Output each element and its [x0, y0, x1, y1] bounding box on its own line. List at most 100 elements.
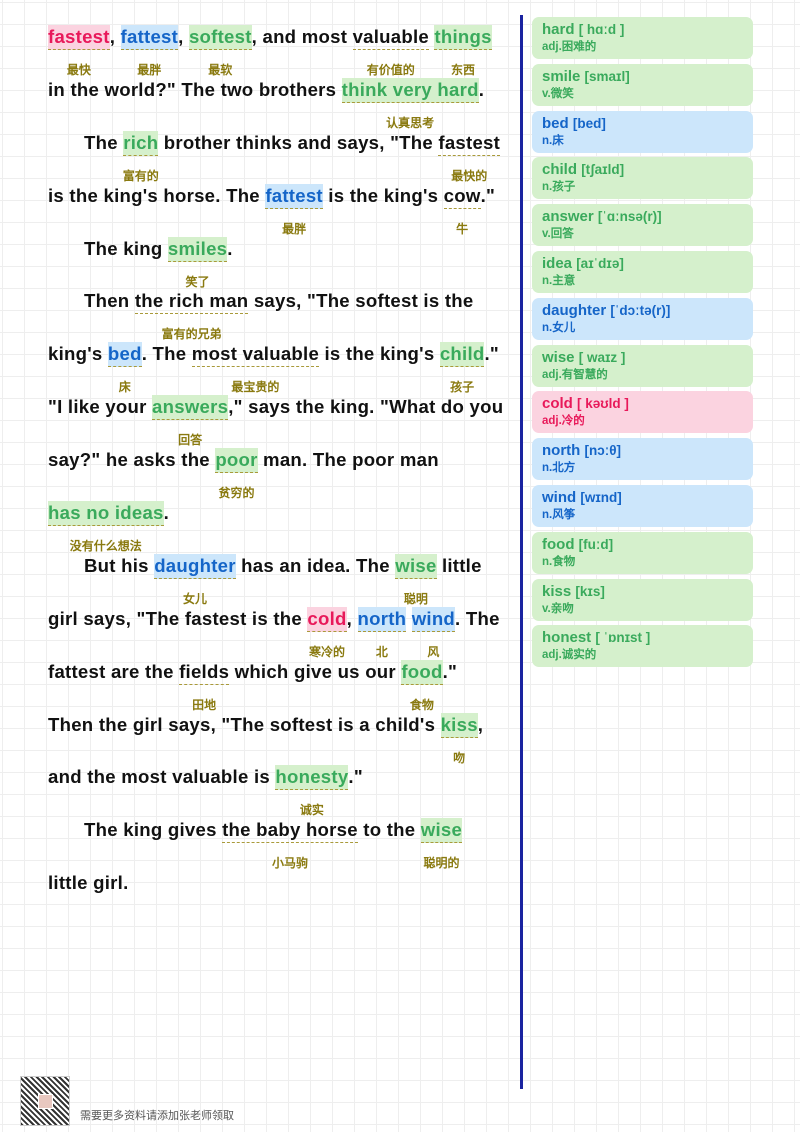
- vocab-highlight: honesty 诚实: [275, 765, 349, 817]
- story-line: "I like your answers 回答 ," says the king. …: [48, 392, 513, 447]
- segment-text: child: [439, 343, 485, 365]
- segment-text: little girl.: [48, 872, 129, 894]
- text-segment: "I like your: [48, 392, 152, 422]
- segment-text: ,: [178, 26, 189, 47]
- vocab-word: smile: [542, 67, 581, 85]
- text-segment: is the king's: [323, 181, 444, 211]
- chinese-gloss: 牛: [456, 221, 469, 236]
- chinese-gloss: 女儿: [182, 591, 207, 606]
- segment-text: The king: [84, 237, 168, 259]
- segment-text: kiss: [440, 713, 478, 735]
- vocab-meaning: adj.冷的: [542, 415, 585, 428]
- vocab-meaning: v.回答: [542, 228, 574, 241]
- vocab-highlight: daughter 女儿: [154, 553, 236, 606]
- text-segment: Then the girl says, "The softest is a ch…: [48, 710, 441, 740]
- chinese-gloss: 床: [118, 380, 131, 395]
- segment-text: and the most valuable is: [48, 766, 276, 788]
- text-segment: ," says the king. "What do you: [228, 392, 503, 422]
- segment-text: bed: [107, 343, 142, 365]
- text-segment: Then: [84, 286, 135, 316]
- chinese-gloss: 笑了: [185, 274, 210, 289]
- vocab-meaning: adj.有智慧的: [542, 368, 608, 381]
- vocab-phonetic: [nɔːθ]: [584, 443, 622, 459]
- text-segment: .: [227, 234, 232, 264]
- vocab-card-wind: wind [wɪnd] n.风筝: [532, 484, 753, 527]
- vocab-phonetic: [wɪnd]: [580, 489, 622, 505]
- chinese-gloss: 孩子: [450, 380, 475, 395]
- segment-text: ,: [346, 607, 358, 629]
- text-segment: and the most valuable is: [48, 762, 275, 792]
- vocab-card-answer: answer [ˈɑːnsə(r)] v.回答: [532, 204, 753, 247]
- segment-text: little: [436, 554, 482, 576]
- vocab-highlight: valuable 有价值的: [352, 25, 429, 77]
- vocab-card-bed: bed [bed] n.床: [532, 110, 753, 153]
- segment-text: answers: [152, 396, 229, 418]
- vocab-card-wise: wise [ waɪz ] adj.有智慧的: [532, 344, 753, 387]
- vocab-highlight: things 东西: [434, 25, 492, 77]
- segment-text: fastest: [438, 131, 501, 153]
- segment-text: brother thinks and says, "The: [158, 131, 439, 153]
- segment-text: north: [357, 607, 407, 629]
- segment-text: But his: [84, 554, 155, 576]
- vocab-card-kiss: kiss [kɪs] v.亲吻: [532, 578, 753, 621]
- segment-text: cow: [443, 184, 481, 206]
- vocab-meaning: n.食物: [542, 555, 576, 568]
- vocab-card-north: north [nɔːθ] n.北方: [532, 438, 753, 481]
- vocab-highlight: wise 聪明: [395, 553, 437, 606]
- segment-text: in the world?" The two brothers: [48, 78, 342, 100]
- text-segment: ,: [110, 22, 121, 52]
- segment-text: wise: [420, 819, 463, 841]
- story-line: and the most valuable is honesty 诚实 .": [48, 762, 513, 817]
- story-line: fattest are the fields 田地 which give us o…: [48, 657, 513, 712]
- text-segment: ,: [178, 22, 189, 52]
- segment-text: is the king's: [319, 343, 440, 365]
- text-segment: The king gives: [84, 815, 222, 845]
- segment-text: is the king's: [322, 184, 444, 206]
- footer: 需要更多资料请添加张老师领取: [20, 1076, 234, 1126]
- vocab-highlight: north 北: [357, 606, 407, 659]
- text-segment: .": [484, 339, 498, 369]
- story-line: girl says, "The fastest is the cold 寒冷的, …: [48, 604, 513, 659]
- story-line: The king smiles 笑了.: [48, 234, 513, 289]
- text-segment: is the king's horse. The: [48, 181, 265, 211]
- text-segment: little: [437, 551, 482, 581]
- segment-text: valuable: [352, 26, 429, 47]
- vocab-word: idea: [542, 254, 573, 272]
- vocab-highlight: wise 聪明的: [420, 818, 463, 870]
- vocab-highlight: bed 床: [107, 342, 142, 394]
- segment-text: which give us our: [229, 660, 402, 682]
- segment-text: "I like your: [48, 396, 153, 418]
- vocab-highlight: child 孩子: [439, 342, 485, 394]
- vocab-highlight: softest 最软: [188, 25, 252, 77]
- segment-text: fattest: [120, 26, 179, 47]
- segment-text: has an idea. The: [235, 554, 396, 576]
- vocab-phonetic: [tʃaɪld]: [581, 162, 625, 178]
- text-segment: brother thinks and says, "The: [158, 128, 438, 158]
- vocab-highlight: food 食物: [401, 659, 443, 712]
- segment-text: , and most: [251, 26, 353, 47]
- vocab-phonetic: [ kəʊld ]: [577, 396, 629, 412]
- text-segment: little girl.: [48, 868, 128, 898]
- text-segment: man. The poor man: [258, 445, 439, 475]
- segment-text: The king gives: [84, 819, 223, 841]
- segment-text: is the king's horse. The: [48, 184, 266, 206]
- segment-text: .": [484, 343, 499, 365]
- text-segment: .": [481, 181, 495, 211]
- text-segment: , and most: [252, 22, 353, 52]
- vocab-card-honest: honest [ ˈɒnɪst ] adj.诚实的: [532, 625, 753, 668]
- text-segment: .: [164, 498, 169, 528]
- chinese-gloss: 认真思考: [386, 115, 435, 130]
- segment-text: softest: [188, 26, 252, 47]
- segment-text: wind: [411, 607, 456, 629]
- vocab-highlight: answers 回答: [152, 395, 229, 447]
- vocab-word: bed: [542, 114, 569, 132]
- vocabulary-list: hard [ hɑːd ] adj.困难的 smile [smaɪl] v.微笑 bed…: [532, 17, 753, 672]
- chinese-gloss: 富有的兄弟: [161, 327, 222, 342]
- segment-text: daughter: [154, 554, 236, 576]
- vocab-highlight: poor 贫穷的: [215, 448, 258, 500]
- vocab-card-idea: idea [aɪˈdɪə] n.主意: [532, 250, 753, 293]
- segment-text: . The: [141, 343, 192, 365]
- chinese-gloss: 最快: [66, 63, 91, 77]
- text-segment: which give us our: [229, 657, 401, 687]
- segment-text: .: [227, 237, 233, 259]
